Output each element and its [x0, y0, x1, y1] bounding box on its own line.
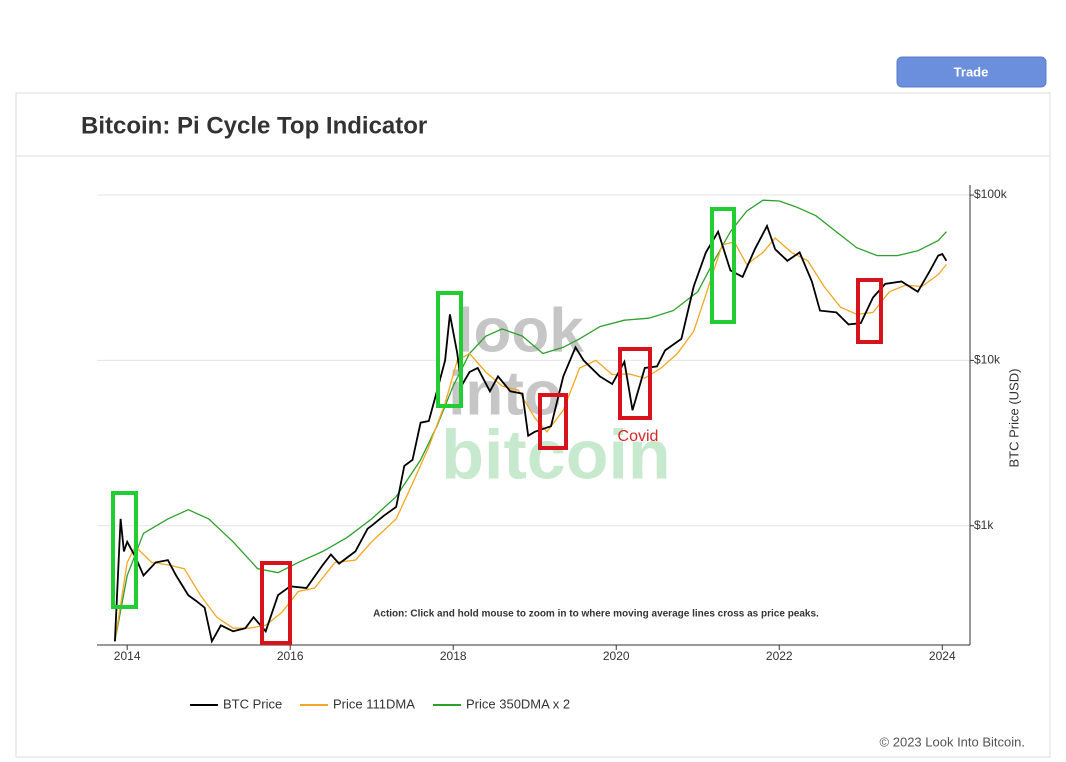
trade-button[interactable] — [896, 56, 1047, 88]
top-box — [111, 491, 138, 609]
y-tick-label: $100k — [974, 187, 1008, 201]
highlight-boxes — [111, 207, 883, 645]
x-tick-label: 2018 — [440, 649, 467, 663]
chart-title: Bitcoin: Pi Cycle Top Indicator — [81, 112, 427, 139]
trade-button-label[interactable]: Trade — [954, 64, 989, 79]
legend: BTC Price Price 111DMA Price 350DMA x 2 — [190, 696, 570, 711]
covid-label: Covid — [618, 428, 659, 445]
watermark-text: look — [456, 296, 584, 365]
legend-label: BTC Price — [223, 696, 282, 711]
x-tick-label: 2020 — [603, 649, 630, 663]
bottom-box — [856, 278, 883, 344]
y-tick-label: $1k — [974, 518, 994, 532]
bottom-box — [260, 561, 292, 645]
action-note: Action: Click and hold mouse to zoom in … — [373, 609, 819, 620]
bottom-box — [538, 393, 568, 450]
x-tick-label: 2014 — [114, 649, 141, 663]
bottom-box — [618, 347, 652, 420]
card — [15, 92, 1051, 758]
x-tick-label: 2016 — [277, 649, 304, 663]
series-line — [114, 223, 948, 644]
top-box — [436, 291, 463, 408]
y-axis-label: BTC Price (USD) — [1006, 369, 1021, 468]
watermark-text: bitcoin — [441, 415, 670, 493]
legend-label: Price 350DMA x 2 — [466, 696, 570, 711]
x-tick-label: 2022 — [766, 649, 793, 663]
copyright: © 2023 Look Into Bitcoin. — [880, 734, 1025, 749]
legend-label: Price 111DMA — [333, 696, 415, 711]
top-box — [710, 207, 736, 324]
y-tick-label: $10k — [974, 353, 1001, 367]
x-tick-label: 2024 — [929, 649, 956, 663]
series-line — [114, 199, 947, 642]
plot: $1k $10k $100k 2014 2016 2018 2020 2022 2024 — [97, 185, 1008, 663]
